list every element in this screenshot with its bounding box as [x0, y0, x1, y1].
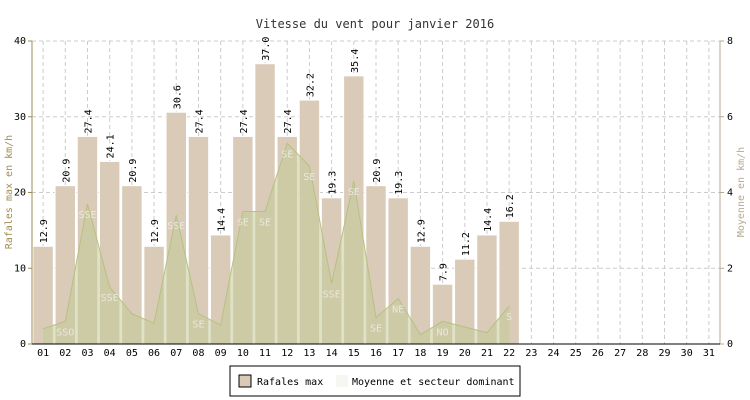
value-label: 32.2 — [305, 73, 316, 97]
value-label: 27.4 — [83, 109, 94, 133]
x-tick-label: 29 — [658, 348, 670, 359]
value-label: 16.2 — [505, 194, 516, 218]
value-label: 20.9 — [61, 159, 72, 183]
x-tick-label: 30 — [681, 348, 693, 359]
x-tick-label: 09 — [215, 348, 227, 359]
y2-tick-label: 6 — [727, 112, 733, 123]
x-tick-label: 06 — [148, 348, 160, 359]
legend-swatch — [238, 374, 252, 388]
sector-label: SE — [281, 149, 293, 160]
x-tick-label: 19 — [437, 348, 449, 359]
x-tick-label: 10 — [237, 348, 249, 359]
x-tick-label: 31 — [703, 348, 715, 359]
x-tick-label: 08 — [192, 348, 204, 359]
value-label: 14.4 — [483, 208, 494, 232]
x-tick-label: 24 — [548, 348, 560, 359]
y-tick-label: 10 — [14, 263, 26, 274]
sector-label: SSE — [323, 289, 341, 300]
value-label: 30.6 — [172, 85, 183, 109]
x-tick-label: 25 — [570, 348, 582, 359]
y2-tick-label: 2 — [727, 263, 733, 274]
sector-label: SE — [370, 323, 382, 334]
value-label: 12.9 — [416, 219, 427, 243]
x-tick-label: 02 — [59, 348, 71, 359]
value-label: 11.2 — [461, 232, 472, 256]
x-tick-label: 17 — [392, 348, 404, 359]
value-label: 27.4 — [239, 109, 250, 133]
sector-label: S — [506, 312, 512, 323]
sector-label: SE — [303, 172, 315, 183]
x-tick-label: 05 — [126, 348, 138, 359]
value-label: 7.9 — [439, 263, 450, 281]
y2-axis-label: Moyenne en km/h — [736, 147, 747, 237]
sector-label: SSE — [101, 293, 119, 304]
sector-label: SE — [348, 187, 360, 198]
y-tick-label: 20 — [14, 188, 26, 199]
x-tick-label: 01 — [37, 348, 49, 359]
value-label: 35.4 — [350, 49, 361, 73]
x-tick-label: 27 — [614, 348, 626, 359]
legend — [229, 365, 521, 397]
chart-title: Vitesse du vent pour janvier 2016 — [256, 17, 494, 31]
x-tick-label: 15 — [348, 348, 360, 359]
x-tick-label: 11 — [259, 348, 271, 359]
legend-label: Moyenne et secteur dominant — [352, 377, 515, 388]
area-fill — [43, 143, 510, 344]
sector-label: NO — [437, 327, 449, 338]
value-label: 19.3 — [394, 171, 405, 195]
x-tick-label: 16 — [370, 348, 382, 359]
y-tick-label: 0 — [20, 339, 26, 350]
x-tick-label: 21 — [481, 348, 493, 359]
area-line — [42, 142, 510, 336]
x-tick-label: 13 — [303, 348, 315, 359]
value-label: 19.3 — [328, 171, 339, 195]
value-label: 12.9 — [39, 219, 50, 243]
y-tick-label: 30 — [14, 112, 26, 123]
legend-label: Rafales max — [257, 377, 323, 388]
x-tick-label: 18 — [414, 348, 426, 359]
x-tick-label: 23 — [525, 348, 537, 359]
value-label: 27.4 — [283, 109, 294, 133]
x-tick-label: 14 — [326, 348, 338, 359]
x-tick-label: 03 — [81, 348, 93, 359]
y2-tick-label: 8 — [727, 36, 733, 47]
x-tick-label: 04 — [104, 348, 116, 359]
value-label: 37.0 — [261, 37, 272, 61]
sector-label: SE — [192, 320, 204, 331]
x-tick-label: 20 — [459, 348, 471, 359]
sector-label: SE — [259, 217, 271, 228]
value-label: 24.1 — [106, 134, 117, 158]
sector-label: SSE — [167, 221, 185, 232]
y2-tick-label: 0 — [727, 339, 733, 350]
sector-label: SE — [237, 217, 249, 228]
value-label: 20.9 — [372, 159, 383, 183]
sector-label: SSE — [78, 210, 96, 221]
y-tick-label: 40 — [14, 36, 26, 47]
x-tick-label: 26 — [592, 348, 604, 359]
value-label: 14.4 — [217, 208, 228, 232]
y-axis-label: Rafales max en km/h — [4, 135, 15, 249]
value-label: 12.9 — [150, 219, 161, 243]
sector-label: SSO — [56, 327, 74, 338]
value-label: 20.9 — [128, 159, 139, 183]
sector-label: NE — [392, 305, 404, 316]
x-tick-label: 28 — [636, 348, 648, 359]
x-tick-label: 07 — [170, 348, 182, 359]
x-tick-label: 12 — [281, 348, 293, 359]
value-label: 27.4 — [194, 109, 205, 133]
y2-tick-label: 4 — [727, 188, 733, 199]
x-tick-label: 22 — [503, 348, 515, 359]
legend-swatch — [336, 375, 348, 387]
